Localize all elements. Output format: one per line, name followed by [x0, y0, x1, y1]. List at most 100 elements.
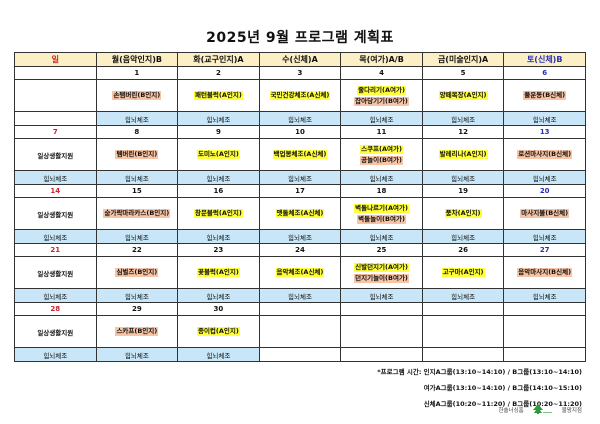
activity-cell: 패턴블럭(A인지) — [177, 79, 260, 112]
date-cell: 25 — [340, 243, 423, 257]
activity-row: 일상생활지원 숟가락마라카스(B인지) 창문블럭(A인지) 맷돌체조(A신체) 벽돌나르… — [14, 197, 586, 230]
date-cell: 12 — [421, 125, 505, 139]
activity-row: 일상생활지원 템버린(B인지) 도미노(A인지) 백업봉체조(A신체) 스쿠프(A여가)… — [14, 138, 586, 171]
activity-label: 풀운동(B신체) — [523, 91, 567, 100]
date-cell — [14, 66, 97, 80]
exercise-cell: 힘뇌체조 — [177, 288, 260, 303]
activity-cell — [258, 315, 342, 348]
date-cell: 15 — [95, 184, 179, 198]
activity-cell: 종이컵(A인지) — [177, 315, 260, 348]
activity-label: 풍차(A인지) — [444, 209, 482, 218]
date-cell: 8 — [95, 125, 179, 139]
activity-cell: 음악마사지(B신체) — [503, 256, 586, 289]
activity-cell: 숟가락마라카스(B인지) — [95, 197, 179, 230]
activity-cell: 양떼목장(A인지) — [421, 79, 505, 112]
activity-label: 백업봉체조(A신체) — [272, 150, 328, 159]
exercise-cell: 힘뇌체조 — [340, 111, 423, 126]
date-row: 14 15 16 17 18 19 20 — [14, 184, 586, 198]
date-cell: 6 — [503, 66, 586, 80]
activity-label: 벽돌나르기(A여가) — [354, 203, 409, 213]
exercise-cell: 힘뇌체조 — [503, 111, 586, 126]
exercise-row: 힘뇌체조 힘뇌체조 힘뇌체조 힘뇌체조 힘뇌체조 힘뇌체조 — [14, 111, 586, 126]
activity-label: 도미노(A인지) — [196, 150, 240, 159]
activity-cell: 일상생활지원 — [14, 256, 97, 289]
activity-label: 맷돌체조(A신체) — [275, 209, 325, 218]
activity-label: 줄다리기(A여가) — [357, 85, 406, 95]
page-title: 2025년 9월 프로그램 계획표 — [206, 30, 394, 46]
exercise-cell: 힘뇌체조 — [421, 229, 505, 244]
activity-cell: 템버린(B인지) — [95, 138, 179, 171]
date-cell: 10 — [258, 125, 342, 139]
activity-cell: 줄다리기(A여가) 잡아당기기(B여가) — [340, 79, 423, 112]
activity-label: 고구마(A인지) — [441, 268, 485, 277]
date-cell: 23 — [177, 243, 260, 257]
exercise-cell: 힘뇌체조 — [177, 347, 260, 362]
date-cell — [421, 302, 505, 316]
exercise-cell — [503, 347, 586, 362]
tree-logo-icon — [532, 404, 554, 416]
date-row: 28 29 30 — [14, 302, 586, 316]
exercise-row: 힘뇌체조 힘뇌체조 힘뇌체조 힘뇌체조 힘뇌체조 힘뇌체조 힘뇌체조 — [14, 170, 586, 185]
activity-cell: 도미노(A인지) — [177, 138, 260, 171]
exercise-cell — [340, 347, 423, 362]
activity-cell: 심벌즈(B인지) — [95, 256, 179, 289]
activity-label: 마사지볼(B신체) — [520, 209, 570, 218]
activity-cell: 일상생활지원 — [14, 315, 97, 348]
date-cell: 29 — [95, 302, 179, 316]
activity-cell: 일상생활지원 — [14, 138, 97, 171]
activity-row: 손탬버린(B인지) 패턴블럭(A인지) 국민건강체조(A신체) 줄다리기(A여가) 잡아… — [14, 79, 586, 112]
activity-label: 패턴블럭(A인지) — [193, 91, 243, 100]
exercise-cell — [258, 347, 342, 362]
exercise-cell: 힘뇌체조 — [340, 229, 423, 244]
date-cell: 2 — [177, 66, 260, 80]
exercise-cell: 힘뇌체조 — [340, 170, 423, 185]
date-cell: 28 — [14, 302, 97, 316]
exercise-cell: 힘뇌체조 — [95, 347, 179, 362]
org-name: 한솔너싱홈 — [498, 408, 524, 414]
activity-label: 벽돌놀이(B여가) — [357, 214, 406, 224]
date-cell: 19 — [421, 184, 505, 198]
daily-support-label: 일상생활지원 — [37, 151, 74, 160]
exercise-cell: 힘뇌체조 — [503, 170, 586, 185]
date-cell: 26 — [421, 243, 505, 257]
date-cell: 20 — [503, 184, 586, 198]
activity-cell — [14, 79, 97, 112]
date-cell: 30 — [177, 302, 260, 316]
daily-support-label: 일상생활지원 — [37, 328, 74, 337]
activity-row: 일상생활지원 심벌즈(B인지) 꽃블럭(A인지) 음악체조(A신체) 신발던지기(A여가… — [14, 256, 586, 289]
exercise-cell — [421, 347, 505, 362]
date-cell — [258, 302, 342, 316]
activity-cell: 마사지볼(B신체) — [503, 197, 586, 230]
activity-label: 음악체조(A신체) — [275, 268, 325, 277]
date-cell: 3 — [258, 66, 342, 80]
activity-label: 꽃블럭(A인지) — [196, 268, 240, 277]
date-cell: 11 — [340, 125, 423, 139]
exercise-cell: 힘뇌체조 — [258, 229, 342, 244]
date-cell: 4 — [340, 66, 423, 80]
date-row: 7 8 9 10 11 12 13 — [14, 125, 586, 139]
date-cell: 16 — [177, 184, 260, 198]
date-cell: 21 — [14, 243, 97, 257]
exercise-cell: 힘뇌체조 — [14, 229, 97, 244]
date-cell: 18 — [340, 184, 423, 198]
activity-label: 스쿠프(A여가) — [360, 144, 403, 154]
exercise-cell: 힘뇌체조 — [177, 229, 260, 244]
activity-cell: 고구마(A인지) — [421, 256, 505, 289]
exercise-row: 힘뇌체조 힘뇌체조 힘뇌체조 힘뇌체조 힘뇌체조 힘뇌체조 힘뇌체조 — [14, 288, 586, 303]
exercise-cell: 힘뇌체조 — [14, 170, 97, 185]
activity-cell: 음악체조(A신체) — [258, 256, 342, 289]
activity-label: 템버린(B인지) — [115, 150, 159, 159]
date-cell: 7 — [14, 125, 97, 139]
exercise-cell — [14, 111, 97, 126]
exercise-cell: 힘뇌체조 — [340, 288, 423, 303]
exercise-cell: 힘뇌체조 — [95, 170, 179, 185]
activity-label: 종이컵(A인지) — [196, 327, 240, 336]
weekday-header: 일 — [14, 52, 97, 67]
activity-label: 심벌즈(B인지) — [115, 268, 159, 277]
footer: 한솔너싱홈 물왕지점 — [498, 404, 582, 416]
date-cell: 27 — [503, 243, 586, 257]
activity-cell — [503, 315, 586, 348]
activity-cell: 스쿠프(A여가) 공놀이(B여가) — [340, 138, 423, 171]
exercise-row: 힘뇌체조 힘뇌체조 힘뇌체조 — [14, 347, 586, 362]
